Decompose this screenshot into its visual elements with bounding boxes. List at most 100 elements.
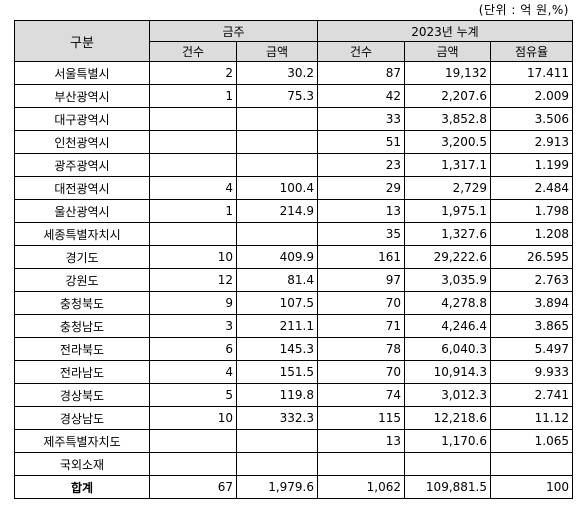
week-count-cell xyxy=(149,130,237,154)
week-count-cell: 2 xyxy=(149,61,237,85)
region-name-cell: 충청북도 xyxy=(14,291,150,315)
week-amount-cell: 100.4 xyxy=(236,176,318,200)
header-year-cumulative: 2023년 누계 xyxy=(317,20,573,42)
week-amount-cell: 75.3 xyxy=(236,84,318,108)
week-count-cell xyxy=(149,107,237,131)
week-amount-cell xyxy=(236,452,318,476)
week-count-cell xyxy=(149,452,237,476)
year-count-cell: 78 xyxy=(317,337,405,361)
region-name-cell: 부산광역시 xyxy=(14,84,150,108)
year-amount-cell: 3,200.5 xyxy=(404,130,491,154)
week-count-cell xyxy=(149,222,237,246)
year-amount-cell: 19,132 xyxy=(404,61,491,85)
year-count-cell: 161 xyxy=(317,245,405,269)
week-amount-cell: 409.9 xyxy=(236,245,318,269)
table-row: 울산광역시 1 214.9 13 1,975.1 1.798 xyxy=(14,199,573,223)
table-row: 대전광역시 4 100.4 29 2,729 2.484 xyxy=(14,176,573,200)
week-amount-cell xyxy=(236,429,318,453)
year-amount-cell: 1,170.6 xyxy=(404,429,491,453)
year-amount-cell: 29,222.6 xyxy=(404,245,491,269)
share-cell: 1.798 xyxy=(490,199,573,223)
share-cell: 3.894 xyxy=(490,291,573,315)
week-count-cell: 6 xyxy=(149,337,237,361)
unit-note: (단위 : 억 원,%) xyxy=(478,3,569,17)
week-count-cell: 1 xyxy=(149,199,237,223)
share-cell: 2.763 xyxy=(490,268,573,292)
year-count-cell: 1,062 xyxy=(317,475,405,499)
year-amount-cell: 3,035.9 xyxy=(404,268,491,292)
share-cell: 2.009 xyxy=(490,84,573,108)
week-amount-cell: 81.4 xyxy=(236,268,318,292)
header-share: 점유율 xyxy=(490,41,573,62)
year-count-cell: 87 xyxy=(317,61,405,85)
share-cell: 11.12 xyxy=(490,406,573,430)
week-amount-cell: 151.5 xyxy=(236,360,318,384)
region-name-cell: 대구광역시 xyxy=(14,107,150,131)
year-amount-cell: 6,040.3 xyxy=(404,337,491,361)
week-count-cell: 1 xyxy=(149,84,237,108)
year-amount-cell: 2,207.6 xyxy=(404,84,491,108)
region-name-cell: 경상북도 xyxy=(14,383,150,407)
table-row: 세종특별자치시 35 1,327.6 1.208 xyxy=(14,222,573,246)
week-amount-cell: 107.5 xyxy=(236,291,318,315)
table-row: 경기도 10 409.9 161 29,222.6 26.595 xyxy=(14,245,573,269)
year-count-cell: 13 xyxy=(317,199,405,223)
year-amount-cell xyxy=(404,452,491,476)
year-count-cell: 51 xyxy=(317,130,405,154)
header-this-week: 금주 xyxy=(149,20,318,42)
week-amount-cell xyxy=(236,222,318,246)
header-category: 구분 xyxy=(14,20,150,62)
share-cell: 5.497 xyxy=(490,337,573,361)
share-cell: 3.865 xyxy=(490,314,573,338)
year-count-cell: 74 xyxy=(317,383,405,407)
region-name-cell: 광주광역시 xyxy=(14,153,150,177)
week-count-cell: 10 xyxy=(149,406,237,430)
year-count-cell: 97 xyxy=(317,268,405,292)
region-name-cell: 강원도 xyxy=(14,268,150,292)
header-week-count: 건수 xyxy=(149,41,237,62)
year-amount-cell: 3,852.8 xyxy=(404,107,491,131)
region-name-cell: 전라남도 xyxy=(14,360,150,384)
year-amount-cell: 109,881.5 xyxy=(404,475,491,499)
week-count-cell: 12 xyxy=(149,268,237,292)
share-cell: 17.411 xyxy=(490,61,573,85)
year-count-cell: 70 xyxy=(317,360,405,384)
week-count-cell: 4 xyxy=(149,176,237,200)
total-row: 합계 67 1,979.6 1,062 109,881.5 100 xyxy=(14,475,573,499)
share-cell xyxy=(490,452,573,476)
year-count-cell: 70 xyxy=(317,291,405,315)
table-row: 전라남도 4 151.5 70 10,914.3 9.933 xyxy=(14,360,573,384)
region-name-cell: 충청남도 xyxy=(14,314,150,338)
table-row: 전라북도 6 145.3 78 6,040.3 5.497 xyxy=(14,337,573,361)
year-count-cell: 35 xyxy=(317,222,405,246)
year-count-cell: 42 xyxy=(317,84,405,108)
region-name-cell: 경기도 xyxy=(14,245,150,269)
week-count-cell: 4 xyxy=(149,360,237,384)
table-row: 강원도 12 81.4 97 3,035.9 2.763 xyxy=(14,268,573,292)
region-name-cell: 울산광역시 xyxy=(14,199,150,223)
year-count-cell: 29 xyxy=(317,176,405,200)
region-name-cell: 전라북도 xyxy=(14,337,150,361)
year-amount-cell: 1,975.1 xyxy=(404,199,491,223)
year-count-cell: 71 xyxy=(317,314,405,338)
share-cell: 1.199 xyxy=(490,153,573,177)
week-count-cell: 9 xyxy=(149,291,237,315)
year-count-cell: 115 xyxy=(317,406,405,430)
week-count-cell xyxy=(149,429,237,453)
region-name-cell: 인천광역시 xyxy=(14,130,150,154)
share-cell: 1.208 xyxy=(490,222,573,246)
week-amount-cell xyxy=(236,130,318,154)
week-amount-cell xyxy=(236,153,318,177)
region-name-cell: 제주특별자치도 xyxy=(14,429,150,453)
region-name-cell: 경상남도 xyxy=(14,406,150,430)
year-amount-cell: 1,317.1 xyxy=(404,153,491,177)
year-amount-cell: 10,914.3 xyxy=(404,360,491,384)
share-cell: 9.933 xyxy=(490,360,573,384)
table-row: 국외소재 xyxy=(14,452,573,476)
region-name-cell: 대전광역시 xyxy=(14,176,150,200)
share-cell: 2.741 xyxy=(490,383,573,407)
table-row: 충청북도 9 107.5 70 4,278.8 3.894 xyxy=(14,291,573,315)
week-count-cell: 3 xyxy=(149,314,237,338)
region-name-cell: 세종특별자치시 xyxy=(14,222,150,246)
year-amount-cell: 2,729 xyxy=(404,176,491,200)
